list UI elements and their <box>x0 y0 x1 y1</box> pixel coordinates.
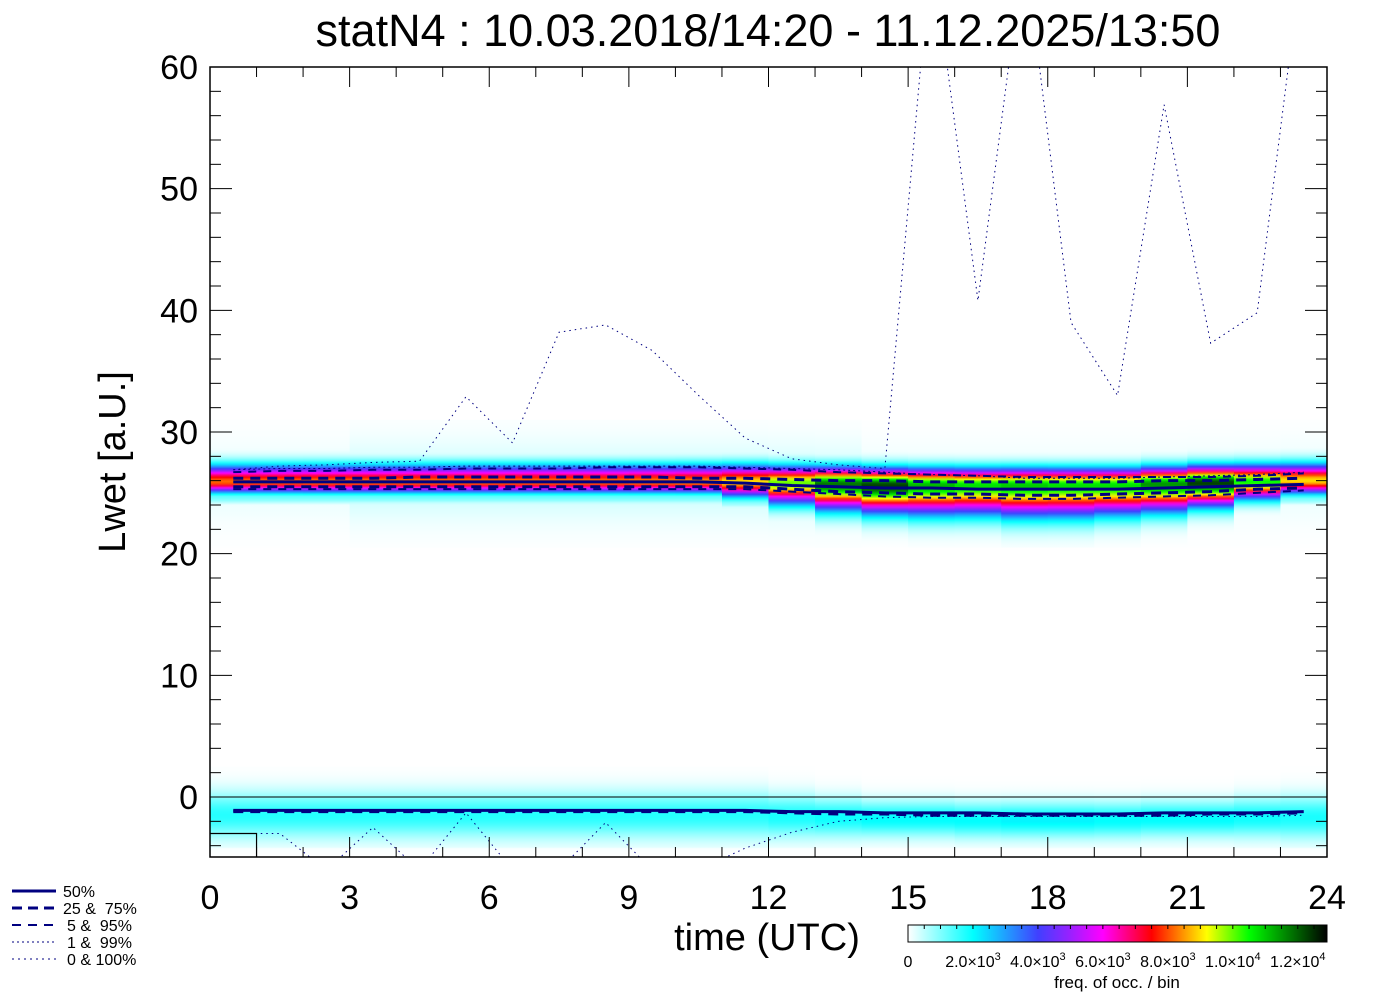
heatmap-cell-upper <box>1094 419 1142 548</box>
heatmap-cell-upper <box>815 419 863 548</box>
heatmap-cell-lower <box>582 766 630 857</box>
upper-p100-line <box>233 67 1289 471</box>
heatmap-cell-lower <box>396 766 444 857</box>
y-tick-label: 20 <box>160 536 198 574</box>
y-tick-label: 0 <box>179 779 198 817</box>
heatmap-cell-upper <box>303 419 351 548</box>
heatmap-cell-upper <box>535 419 583 548</box>
heatmap-cell-upper <box>489 419 537 548</box>
y-tick-label: 10 <box>160 657 198 695</box>
heatmap <box>210 419 1327 857</box>
x-tick-label: 3 <box>340 879 359 917</box>
heatmap-cell-upper <box>1140 419 1188 548</box>
heatmap-cell-lower <box>628 766 676 857</box>
x-tick-label: 0 <box>201 879 220 917</box>
upper-p50-line <box>233 480 1304 491</box>
heatmap-cell-upper <box>256 419 304 548</box>
x-tick-label: 6 <box>480 879 499 917</box>
lower-p25-line <box>233 810 1304 817</box>
heatmap-cell-lower <box>1047 766 1095 857</box>
colorbar-tick-label: 0 <box>904 954 913 971</box>
colorbar-tick-label: 2.0×103 <box>945 951 1001 971</box>
x-tick-label: 18 <box>1029 879 1067 917</box>
heatmap-cell-upper <box>582 419 630 548</box>
heatmap-cell-lower <box>442 766 490 857</box>
legend: 50%25 & 75%5 & 95%1 & 99%0 & 100% <box>12 884 137 969</box>
colorbar-tick-label: 6.0×103 <box>1075 951 1131 971</box>
heatmap-cell-upper <box>349 419 397 548</box>
heatmap-cell-upper <box>1001 419 1049 548</box>
heatmap-cell-upper <box>954 419 1002 548</box>
lower-p0-line <box>233 812 1304 857</box>
y-tick-label: 40 <box>160 292 198 330</box>
heatmap-cell-upper <box>1187 419 1235 548</box>
legend-entry: 5 & 95% <box>67 918 132 935</box>
colorbar-tick-label: 1.0×104 <box>1205 951 1261 971</box>
heatmap-cell-upper <box>1047 419 1095 548</box>
x-tick-label: 24 <box>1308 879 1346 917</box>
x-axis-label: time (UTC) <box>674 917 860 959</box>
y-axis-label: Lwet [a.U.] <box>92 371 134 553</box>
chart-title: statN4 : 10.03.2018/14:20 - 11.12.2025/1… <box>316 5 1221 56</box>
axis-ticks <box>209 66 1328 857</box>
x-tick-labels: 0 3 6 9 12 15 18 21 24 <box>201 879 1346 917</box>
x-tick-label: 21 <box>1168 879 1206 917</box>
heatmap-cell-lower <box>256 766 304 857</box>
y-tick-label: 60 <box>160 49 198 87</box>
colorbar-tick-label: 1.2×104 <box>1270 951 1326 971</box>
upper-p99-line <box>233 465 1304 479</box>
heatmap-cell-upper <box>442 419 490 548</box>
x-tick-label: 9 <box>619 879 638 917</box>
percentile-lines <box>210 67 1304 857</box>
heatmap-cell-upper <box>908 419 956 548</box>
heatmap-cell-upper <box>628 419 676 548</box>
heatmap-cell-upper <box>861 419 909 548</box>
colorbar-label: freq. of occ. / bin <box>1054 973 1180 992</box>
legend-entry: 1 & 99% <box>67 935 132 952</box>
upper-p75-line <box>233 475 1304 484</box>
upper-p95-line <box>233 466 1304 479</box>
upper-p5-line <box>233 488 1304 500</box>
x-tick-label: 15 <box>889 879 927 917</box>
legend-entry: 0 & 100% <box>67 952 136 969</box>
legend-entry: 50% <box>63 884 95 901</box>
heatmap-cell-lower <box>1001 766 1049 857</box>
x-tick-label: 12 <box>750 879 788 917</box>
legend-entry: 25 & 75% <box>63 901 137 918</box>
heatmap-cell-lower <box>1094 766 1142 857</box>
colorbar-tick-label: 8.0×103 <box>1140 951 1196 971</box>
y-tick-label: 30 <box>160 414 198 452</box>
y-tick-labels: 0 10 20 30 40 50 60 <box>160 49 198 817</box>
upper-p25-line <box>233 485 1304 497</box>
colorbar-gradient <box>907 924 1328 943</box>
colorbar-tick-label: 4.0×103 <box>1010 951 1066 971</box>
y-tick-label: 50 <box>160 171 198 209</box>
colorbar: freq. of occ. / bin 0 2.0×103 4.0×103 6.0×1… <box>904 924 1328 992</box>
heatmap-cell-upper <box>396 419 444 548</box>
heatmap-cell-upper <box>210 419 258 548</box>
